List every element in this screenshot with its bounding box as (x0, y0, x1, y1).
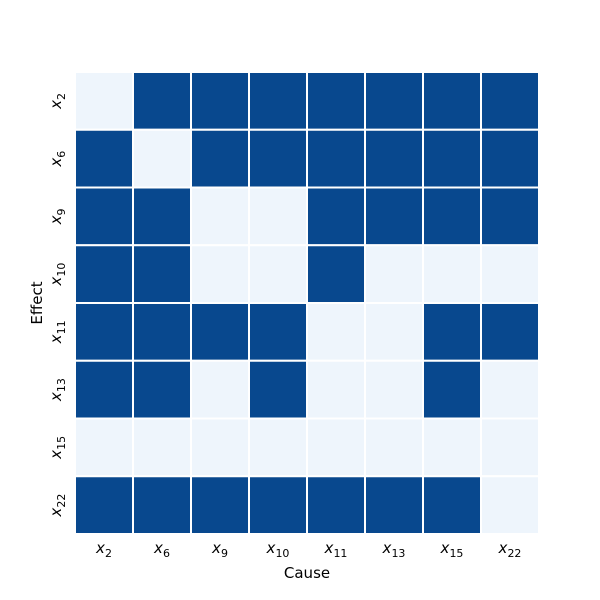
heatmap-cell (190, 475, 250, 535)
heatmap-cell (364, 186, 424, 247)
heatmap-cell (306, 186, 366, 247)
heatmap-cell (248, 186, 308, 247)
heatmap-cell (248, 244, 308, 304)
heatmap-cell (364, 475, 424, 535)
heatmap-cell (422, 186, 482, 247)
heatmap-cell (74, 71, 134, 131)
heatmap-cells (74, 71, 540, 535)
heatmap-cell (306, 359, 366, 420)
x-tick-label: x11 (324, 539, 348, 560)
heatmap-cell (248, 475, 308, 535)
heatmap-cell (132, 244, 192, 304)
heatmap-cell (422, 244, 482, 304)
x-tick-label: x22 (498, 539, 522, 560)
heatmap-cell (132, 359, 192, 420)
y-tick-label: x2 (47, 93, 68, 110)
heatmap-cell (190, 302, 250, 362)
heatmap-cell (480, 359, 540, 420)
heatmap-cell (190, 244, 250, 304)
heatmap-cell (422, 128, 482, 189)
heatmap-cell (422, 71, 482, 131)
x-tick-label: x2 (95, 539, 112, 560)
heatmap-cell (364, 128, 424, 189)
heatmap-cell (74, 302, 134, 362)
heatmap-cell (480, 475, 540, 535)
heatmap-cell (132, 417, 192, 478)
heatmap-cell (480, 71, 540, 131)
heatmap-cell (132, 302, 192, 362)
heatmap-cell (480, 302, 540, 362)
x-tick-label: x9 (211, 539, 228, 560)
heatmap-cell (132, 128, 192, 189)
heatmap-cell (74, 186, 134, 247)
heatmap-cell (422, 417, 482, 478)
heatmap-cell (480, 128, 540, 189)
heatmap-cell (74, 417, 134, 478)
heatmap-cell (74, 128, 134, 189)
heatmap-cell (422, 359, 482, 420)
heatmap-cell (306, 244, 366, 304)
heatmap-cell (132, 475, 192, 535)
y-tick-label: x6 (47, 151, 68, 168)
heatmap-cell (422, 302, 482, 362)
heatmap-cell (190, 128, 250, 189)
y-tick-label: x11 (47, 320, 68, 344)
heatmap-cell (74, 359, 134, 420)
x-axis-label: Cause (284, 564, 330, 582)
heatmap-cell (480, 417, 540, 478)
heatmap-cell (364, 417, 424, 478)
heatmap-cell (480, 244, 540, 304)
heatmap-cell (190, 186, 250, 247)
heatmap-cell (248, 417, 308, 478)
heatmap-cell (306, 475, 366, 535)
heatmap-cell (74, 475, 134, 535)
x-tick-label: x15 (440, 539, 464, 560)
heatmap-cell (480, 186, 540, 247)
x-tick-label: x10 (266, 539, 290, 560)
y-axis-label: Effect (28, 281, 46, 324)
heatmap-cell (190, 417, 250, 478)
y-tick-label: x15 (47, 436, 68, 460)
y-tick-label: x10 (47, 263, 68, 287)
x-tick-labels: x2 x6 x9 x10 x11 x13 x15 x22 (95, 539, 521, 560)
heatmap-cell (132, 71, 192, 131)
y-tick-label: x9 (47, 208, 68, 225)
heatmap-cell (74, 244, 134, 304)
heatmap-cell (132, 186, 192, 247)
heatmap-cell (248, 128, 308, 189)
heatmap-cell (248, 71, 308, 131)
heatmap-cell (364, 244, 424, 304)
heatmap-cell (248, 359, 308, 420)
x-tick-label: x13 (382, 539, 406, 560)
heatmap-cell (364, 359, 424, 420)
heatmap-cell (364, 302, 424, 362)
heatmap-cell (248, 302, 308, 362)
heatmap-cell (364, 71, 424, 131)
y-tick-label: x22 (47, 494, 68, 518)
y-tick-label: x13 (47, 378, 68, 402)
heatmap-cell (306, 128, 366, 189)
heatmap-cell (306, 302, 366, 362)
heatmap-cell (306, 417, 366, 478)
heatmap-cell (190, 359, 250, 420)
heatmap-cell (190, 71, 250, 131)
heatmap-cell (306, 71, 366, 131)
y-tick-labels: x2 x6 x9 x10 x11 x13 x15 x22 (47, 93, 68, 518)
heatmap-cell (422, 475, 482, 535)
x-tick-label: x6 (153, 539, 170, 560)
